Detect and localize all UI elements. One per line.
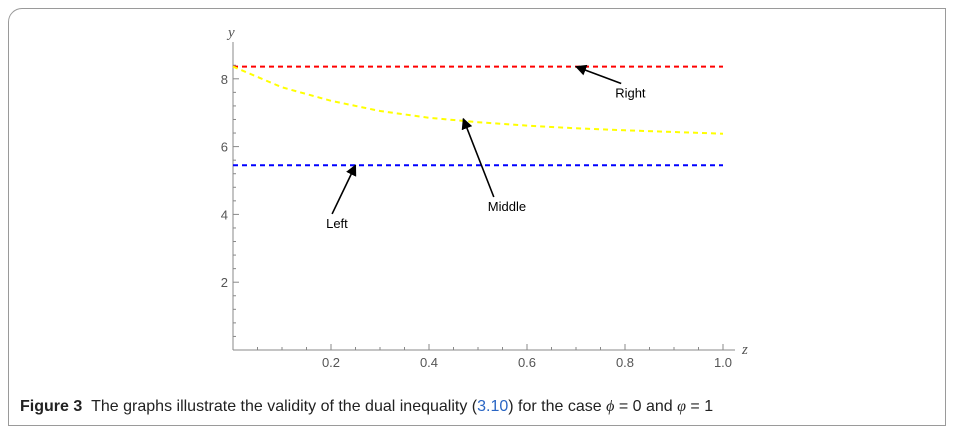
series-line-middle <box>232 65 724 135</box>
caption-text-2: ) for the case <box>508 398 607 415</box>
figure-label: Figure 3 <box>20 398 83 415</box>
figure-frame <box>8 8 946 426</box>
varphi-symbol: φ <box>677 398 686 415</box>
x-axis-label: z <box>741 342 748 358</box>
caption-text-1: The graphs illustrate the validity of th… <box>91 398 478 415</box>
x-tick-label: 0.4 <box>420 355 438 370</box>
x-tick-label: 0.6 <box>518 355 536 370</box>
y-axis-label: y <box>226 25 235 41</box>
figure-caption: Figure 3 The graphs illustrate the valid… <box>20 398 940 416</box>
caption-text-3: = 0 and <box>614 398 678 415</box>
annotation-label-right: Right <box>615 85 646 100</box>
caption-text-4: = 1 <box>685 398 714 415</box>
annotation-label-middle: Middle <box>488 199 526 214</box>
phi-symbol: ϕ <box>606 398 615 415</box>
y-tick-label: 6 <box>221 140 228 155</box>
equation-ref-link[interactable]: 3.10 <box>477 398 509 415</box>
y-tick-label: 4 <box>221 207 228 222</box>
annotation-arrow-middle <box>461 117 495 198</box>
y-tick-label: 2 <box>221 275 228 290</box>
x-tick-label: 0.2 <box>322 355 340 370</box>
x-tick-label: 1.0 <box>714 355 732 370</box>
annotation-arrow-left <box>331 164 357 215</box>
y-tick-label: 8 <box>221 72 228 87</box>
annotation-label-left: Left <box>326 216 348 231</box>
chart: z y 0.2 0.4 0.6 0.8 1.0 2 4 6 8 Right Middle Left <box>221 25 748 370</box>
annotation-arrow-right <box>574 64 622 85</box>
x-tick-label: 0.8 <box>616 355 634 370</box>
